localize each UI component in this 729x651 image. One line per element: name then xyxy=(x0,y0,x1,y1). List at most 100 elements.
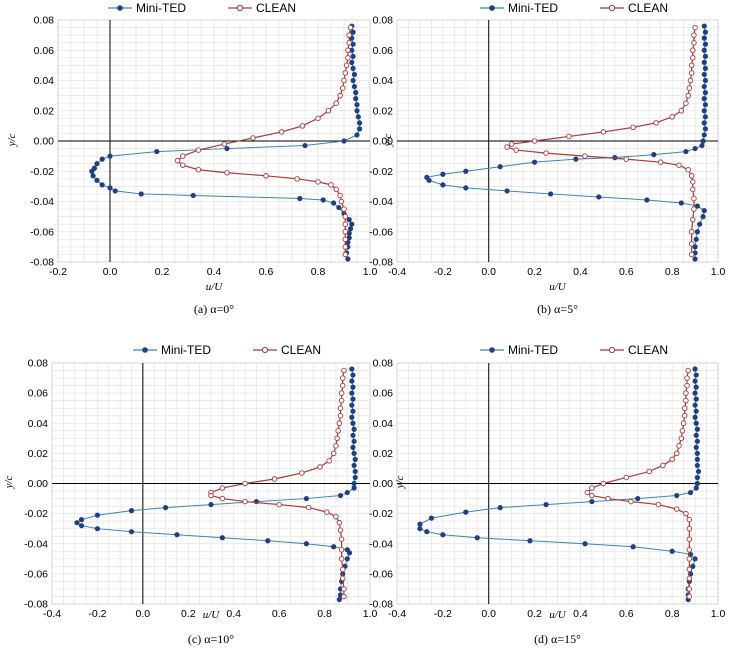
y-tick-label: 0.02 xyxy=(373,448,394,460)
x-tick-label: 0.2 xyxy=(155,266,170,278)
clean-point xyxy=(174,157,181,164)
x-tick-label: -0.2 xyxy=(88,608,106,620)
clean-point xyxy=(669,456,675,463)
clean-point xyxy=(686,556,693,562)
y-axis-label: y/c xyxy=(3,475,15,489)
clean-point xyxy=(299,470,305,476)
mini-ted-point xyxy=(337,492,344,499)
mini-ted-point xyxy=(497,505,503,511)
clean-point xyxy=(653,120,659,126)
mini-ted-point xyxy=(694,474,700,481)
clean-point xyxy=(338,198,345,205)
clean-point xyxy=(336,519,343,526)
y-tick-label: -0.02 xyxy=(369,166,393,178)
clean-point xyxy=(685,367,691,374)
mini-ted-point xyxy=(701,71,707,78)
x-tick-label: 0.0 xyxy=(103,266,118,278)
clean-point xyxy=(339,382,346,389)
y-tick-label: -0.04 xyxy=(369,196,393,208)
mini-ted-line xyxy=(419,368,700,600)
x-axis-label: u/U xyxy=(549,609,567,621)
mini-ted-point xyxy=(353,90,359,96)
mini-ted-point xyxy=(344,489,350,496)
mini-ted-point xyxy=(354,132,360,138)
mini-ted-point xyxy=(463,168,469,174)
legend-clean-label: CLEAN xyxy=(628,343,668,357)
y-tick-label: -0.02 xyxy=(24,508,48,520)
y-axis-label: y/c xyxy=(394,475,406,489)
mini-ted-point xyxy=(697,221,703,227)
clean-point xyxy=(690,55,696,61)
mini-ted-point xyxy=(351,480,357,487)
mini-ted-point xyxy=(331,544,337,550)
x-tick-label: 0.2 xyxy=(527,266,542,278)
mini-ted-point xyxy=(669,548,675,554)
x-tick-label: 0.0 xyxy=(136,608,151,620)
chart-panel-4: -0.08 -0.06 -0.04 -0.02 0.00 0.02 0.04 0.06 0.08… xyxy=(369,343,725,646)
clean-point xyxy=(589,492,595,499)
mini-ted-point xyxy=(596,194,602,200)
clean-point xyxy=(345,55,351,61)
mini-ted-point xyxy=(302,142,308,149)
clean-point xyxy=(342,70,349,76)
clean-point xyxy=(687,77,694,84)
mini-ted-point xyxy=(346,217,352,223)
clean-point xyxy=(582,153,588,159)
mini-ted-point xyxy=(424,529,430,535)
mini-ted-point xyxy=(504,188,510,194)
mini-ted-point xyxy=(692,366,698,372)
clean-point xyxy=(342,236,349,243)
x-tick-label: 0.2 xyxy=(527,608,542,620)
mini-ted-point xyxy=(440,182,446,188)
mini-ted-point xyxy=(350,77,356,84)
mini-ted-point xyxy=(692,378,698,384)
clean-point xyxy=(339,85,346,91)
y-tick-label: 0.06 xyxy=(28,388,49,400)
x-tick-label: 1.0 xyxy=(711,608,726,620)
mini-ted-point xyxy=(463,509,469,515)
mini-ted-point xyxy=(107,153,113,159)
x-tick-label: 0.2 xyxy=(181,608,196,620)
x-axis-label: u/U xyxy=(203,609,221,621)
clean-point xyxy=(691,39,697,46)
legend-clean-label: CLEAN xyxy=(281,343,321,357)
clean-point xyxy=(195,147,202,153)
y-tick-label: -0.08 xyxy=(24,599,48,611)
mini-ted-point xyxy=(253,498,260,505)
clean-point xyxy=(683,390,689,396)
legend-mini-ted-label: Mini-TED xyxy=(508,1,558,15)
mini-ted-point xyxy=(90,173,96,179)
x-tick-label: -0.2 xyxy=(49,266,67,278)
clean-point xyxy=(646,468,652,475)
clean-point xyxy=(346,32,352,38)
mini-ted-point xyxy=(350,65,356,71)
y-tick-label: -0.02 xyxy=(369,508,393,520)
clean-point xyxy=(338,556,345,562)
clean-point xyxy=(330,450,337,457)
mini-ted-point xyxy=(112,188,118,194)
legend-mini-ted-label: Mini-TED xyxy=(161,343,211,357)
mini-ted-point xyxy=(351,426,357,432)
x-tick-label: 0.8 xyxy=(317,608,332,620)
y-tick-label: 0.04 xyxy=(28,418,49,430)
clean-point xyxy=(333,443,339,449)
mini-ted-point xyxy=(349,59,355,65)
clean-point xyxy=(660,462,666,469)
mini-ted-point xyxy=(701,23,707,29)
mini-ted-point xyxy=(224,145,230,152)
mini-ted-point xyxy=(700,214,706,220)
mini-ted-point xyxy=(687,551,694,557)
legend: Mini-TED CLEAN xyxy=(108,1,296,15)
y-tick-label: 0.04 xyxy=(34,75,55,87)
y-tick-label: 0.00 xyxy=(373,136,394,148)
mini-ted-point xyxy=(162,505,169,511)
legend: Mini-TED CLEAN xyxy=(480,343,668,357)
mini-ted-point xyxy=(349,366,355,372)
clean-point xyxy=(504,144,510,150)
mini-ted-point xyxy=(74,520,80,526)
legend-mini-ted-label: Mini-TED xyxy=(136,1,186,15)
mini-ted-point xyxy=(349,390,355,396)
mini-ted-point xyxy=(357,126,363,132)
clean-point xyxy=(324,509,330,515)
clean-point xyxy=(328,182,334,188)
